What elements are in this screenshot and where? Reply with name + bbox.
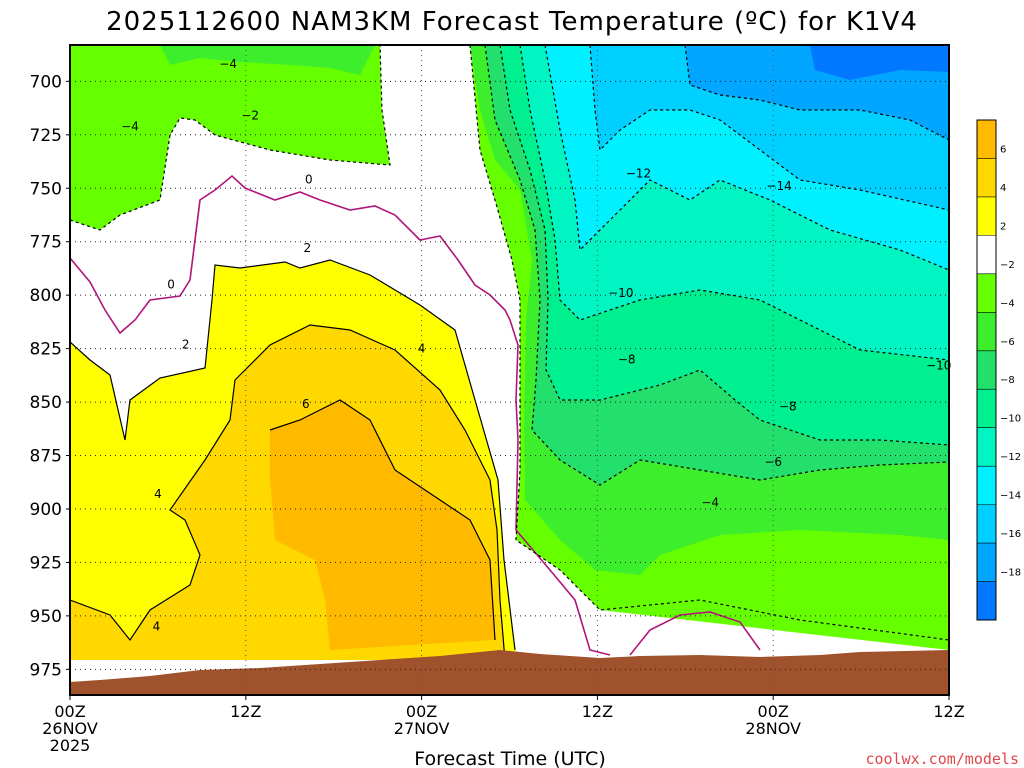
colorbar-bin [977,504,996,544]
chart-title: 2025112600 NAM3KM Forecast Temperature (… [106,7,918,37]
contour-minus-two-line-east [469,45,949,641]
x-tick-label: 00Z [406,702,437,721]
colorbar-tick-label: 2 [1000,221,1006,232]
contour-zero-line [70,174,611,656]
contour-label: −4 [121,119,139,133]
contour-label: 6 [302,397,310,411]
contour-label: −8 [779,399,797,413]
colorbar-tick-label: −18 [1000,568,1021,579]
contour-minus-twelve-line [589,45,949,211]
contour-label: −10 [608,286,633,300]
region-minus-4-to-minus-6-west [160,45,375,75]
contour-label: −12 [626,166,651,180]
x-tick-label: 12Z [582,702,613,721]
colorbar-bin [977,158,996,198]
y-tick-label: 975 [30,660,62,680]
y-tick-label: 850 [30,393,62,413]
colorbar-bin [977,312,996,352]
colorbar-frame [976,119,997,621]
x-tick-label: 00Z [758,702,789,721]
colorbar-tick-label: −6 [1000,337,1015,348]
colorbar-bin [977,350,996,390]
contour-minus-fourteen-line [684,45,949,141]
contour-label: 2 [182,337,190,351]
colorbar-bin [977,466,996,506]
contour-label: −6 [764,455,782,469]
contour-minus-four-line [484,45,949,486]
colorbar: 6 4 2 −2 −4 −6 −8 −10 −12 −14 −16 −18 [976,119,1021,621]
y-axis-ticks: 700 725 750 775 800 825 850 875 900 925 950 975 [30,72,70,680]
y-tick-label: 925 [30,553,62,573]
plot-frame [69,44,950,696]
contour-lines [70,45,949,661]
contour-label: 4 [418,342,426,356]
y-tick-label: 800 [30,286,62,306]
contour-label: 0 [305,173,313,187]
y-tick-label: 725 [30,126,62,146]
colorbar-bin [977,543,996,583]
contour-label: −4 [701,496,719,510]
y-tick-label: 950 [30,607,62,627]
contour-six-line [269,399,496,641]
contour-minus-two-line [70,45,391,231]
x-axis-label: Forecast Time (UTC) [414,748,605,768]
colorbar-tick-label: −8 [1000,375,1015,386]
y-tick-label: 875 [30,447,62,467]
region-minus-18-to-minus-20 [810,45,949,80]
y-tick-label: 900 [30,500,62,520]
contour-minus-six-line [499,45,949,446]
y-tick-label: 775 [30,233,62,253]
region-6-to-8 [270,400,495,650]
colorbar-bin [977,581,996,621]
x-tick-label: 28NOV [745,719,801,738]
contour-four-line [70,324,506,661]
colorbar-bin [977,235,996,275]
y-tick-label: 825 [30,340,62,360]
contour-minus-ten-line [544,45,949,271]
colorbar-bin [977,427,996,467]
colorbar-tick-label: −12 [1000,452,1021,463]
colorbar-tick-label: −10 [1000,414,1021,425]
colorbar-tick-label: 4 [1000,183,1006,194]
colorbar-tick-label: −14 [1000,491,1021,502]
x-tick-label: 12Z [230,702,261,721]
x-tick-label: 27NOV [394,719,450,738]
contour-labels: −4 −4 −2 0 0 2 2 4 4 4 6 −12 −14 −10 −8 −8 −10 −6 −4 [121,57,951,633]
contour-label: −2 [241,109,259,123]
contour-label: 4 [154,487,162,501]
colorbar-bin [977,196,996,236]
colorbar-bin [977,389,996,429]
filled-temperature-regions [70,45,949,660]
contour-label: 0 [167,277,175,291]
contour-label: −8 [618,352,636,366]
x-tick-label: 2025 [50,736,91,755]
contour-label: 2 [304,241,312,255]
x-tick-label: 12Z [933,702,964,721]
contour-zero-line-east [629,611,761,656]
colorbar-tick-label: −16 [1000,529,1021,540]
colorbar-tick-label: −4 [1000,298,1015,309]
contour-label: −14 [766,179,791,193]
contour-label: −4 [219,57,237,71]
contour-minus-eight-line [519,45,949,361]
contour-two-line [70,259,516,651]
contour-label: −10 [926,359,951,373]
y-tick-label: 750 [30,179,62,199]
colorbar-tick-label: 6 [1000,144,1006,155]
contour-label: 4 [153,620,161,634]
x-tick-label: 26NOV [42,719,98,738]
y-tick-label: 700 [30,72,62,92]
colorbar-bin [977,120,996,159]
x-tick-label: 00Z [54,702,85,721]
colorbar-bin [977,273,996,313]
region-minus-2-to-minus-4-west [70,45,390,230]
site-credit-link[interactable]: coolwx.com/models [865,750,1019,768]
plot-area [70,45,949,695]
grid-lines [70,45,949,695]
terrain [70,650,949,695]
colorbar-tick-label: −2 [1000,260,1015,271]
